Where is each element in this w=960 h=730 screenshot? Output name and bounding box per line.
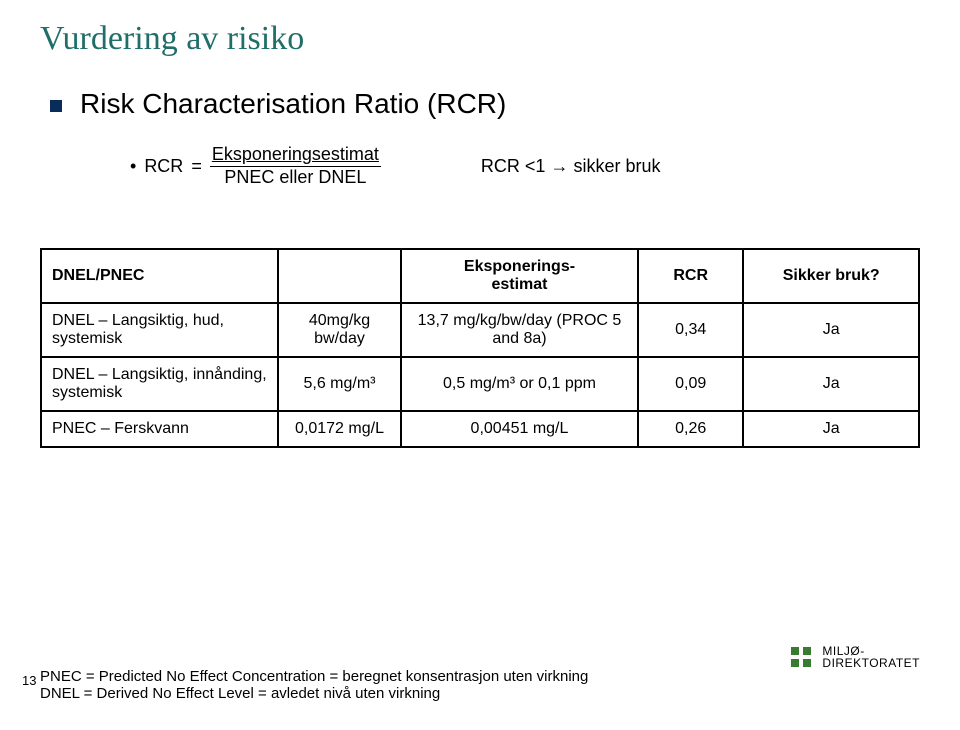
cond-lhs: RCR <1	[481, 156, 546, 176]
square-bullet-icon	[50, 100, 62, 112]
formula-denominator: PNEC eller DNEL	[222, 167, 368, 189]
cell: 0,00451 mg/L	[401, 411, 638, 447]
cell: DNEL – Langsiktig, innånding, systemisk	[41, 357, 278, 411]
cell: Ja	[743, 357, 919, 411]
slide-title: Vurdering av risiko	[40, 20, 920, 58]
cell: 0,09	[638, 357, 743, 411]
page-number: 13	[22, 673, 36, 688]
cell: 0,34	[638, 303, 743, 357]
footnote-1: PNEC = Predicted No Effect Concentration…	[40, 668, 920, 685]
cell: 0,0172 mg/L	[278, 411, 401, 447]
th-1	[278, 249, 401, 303]
formula-bullet: •	[130, 156, 136, 177]
table-row: DNEL – Langsiktig, innånding, systemisk …	[41, 357, 919, 411]
logo: MILJØ- DIREKTORATET	[788, 644, 920, 670]
th-2: Eksponerings- estimat	[401, 249, 638, 303]
th-3: RCR	[638, 249, 743, 303]
table-header-row: DNEL/PNEC Eksponerings- estimat RCR Sikk…	[41, 249, 919, 303]
th-0: DNEL/PNEC	[41, 249, 278, 303]
cell: Ja	[743, 303, 919, 357]
formula-eq: =	[191, 156, 202, 177]
table-row: DNEL – Langsiktig, hud, systemisk 40mg/k…	[41, 303, 919, 357]
footnotes: PNEC = Predicted No Effect Concentration…	[40, 668, 920, 702]
logo-text: MILJØ- DIREKTORATET	[822, 645, 920, 669]
formula-lhs: RCR	[144, 156, 183, 177]
formula-fraction: Eksponeringsestimat PNEC eller DNEL	[210, 144, 381, 188]
rcr-table: DNEL/PNEC Eksponerings- estimat RCR Sikk…	[40, 248, 920, 448]
cell: 0,5 mg/m³ or 0,1 ppm	[401, 357, 638, 411]
logo-line2: DIREKTORATET	[822, 657, 920, 669]
cell: 40mg/kg bw/day	[278, 303, 401, 357]
th-4: Sikker bruk?	[743, 249, 919, 303]
bullet-row-1: Risk Characterisation Ratio (RCR)	[50, 88, 920, 120]
cell: 13,7 mg/kg/bw/day (PROC 5 and 8a)	[401, 303, 638, 357]
bullet-1-text: Risk Characterisation Ratio (RCR)	[80, 88, 506, 120]
arrow-icon: →	[550, 156, 568, 177]
cond-rhs: sikker bruk	[573, 156, 660, 176]
cell: 5,6 mg/m³	[278, 357, 401, 411]
formula-condition: RCR <1 → sikker bruk	[481, 156, 661, 177]
formula-block: • RCR = Eksponeringsestimat PNEC eller D…	[130, 144, 920, 188]
cell: PNEC – Ferskvann	[41, 411, 278, 447]
cell: DNEL – Langsiktig, hud, systemisk	[41, 303, 278, 357]
cell: Ja	[743, 411, 919, 447]
footnote-2: DNEL = Derived No Effect Level = avledet…	[40, 685, 920, 702]
cell: 0,26	[638, 411, 743, 447]
table-row: PNEC – Ferskvann 0,0172 mg/L 0,00451 mg/…	[41, 411, 919, 447]
formula-numerator: Eksponeringsestimat	[210, 144, 381, 167]
logo-icon	[788, 644, 814, 670]
